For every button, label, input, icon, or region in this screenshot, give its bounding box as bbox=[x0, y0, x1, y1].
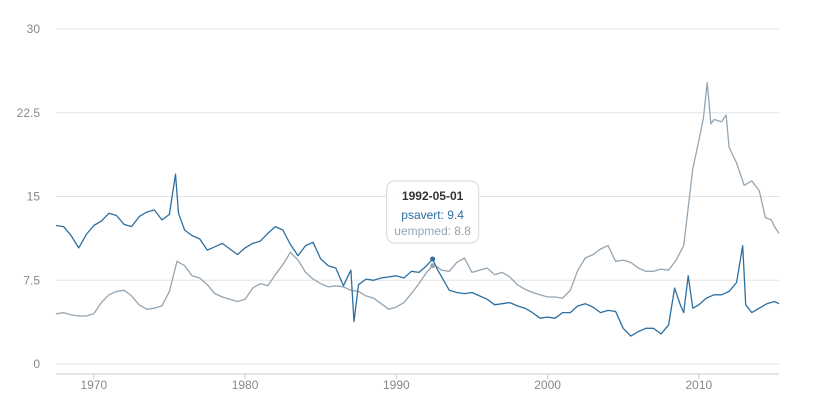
hover-marker bbox=[430, 263, 436, 269]
y-tick-label: 22.5 bbox=[17, 106, 41, 120]
y-tick-label: 30 bbox=[27, 22, 41, 36]
tooltip: 1992-05-01 psavert: 9.4 uempmed: 8.8 bbox=[386, 180, 480, 269]
x-tick-label: 2010 bbox=[685, 378, 712, 392]
y-tick-label: 0 bbox=[33, 357, 40, 371]
tooltip-date: 1992-05-01 bbox=[402, 189, 464, 203]
tooltip-box bbox=[386, 180, 480, 244]
y-tick-label: 15 bbox=[27, 190, 41, 204]
x-tick-label: 2000 bbox=[534, 378, 561, 392]
tooltip-line-psavert: psavert: 9.4 bbox=[401, 208, 464, 222]
x-tick-label: 1980 bbox=[232, 378, 259, 392]
hover-marker bbox=[430, 256, 436, 262]
y-tick-label: 7.5 bbox=[23, 273, 40, 287]
series-line-psavert bbox=[55, 173, 780, 337]
x-tick-label: 1970 bbox=[80, 378, 107, 392]
tooltip-line-uempmed: uempmed: 8.8 bbox=[394, 224, 471, 238]
axis-layer: 0 7.5 15 22.5 30 1970 1980 1990 2000 2010 bbox=[17, 22, 779, 392]
x-tick-label: 1990 bbox=[383, 378, 410, 392]
